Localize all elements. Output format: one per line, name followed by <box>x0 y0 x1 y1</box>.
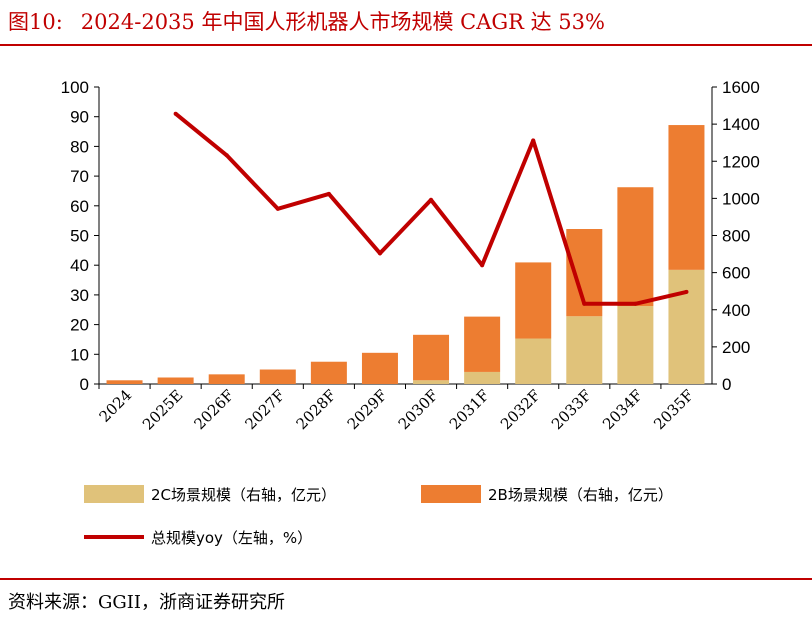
x-tick-label: 2032F <box>497 386 544 433</box>
left-tick-label: 60 <box>70 197 89 216</box>
yoy-point <box>173 111 178 116</box>
title-rule <box>0 44 812 46</box>
x-tick-label: 2028F <box>293 386 340 433</box>
x-tick-label: 2027F <box>242 386 289 433</box>
left-tick-label: 100 <box>61 78 89 97</box>
right-tick-label: 1000 <box>722 189 760 208</box>
x-tick-label: 2031F <box>446 386 493 433</box>
yoy-point <box>326 191 331 196</box>
left-tick-label: 10 <box>70 345 89 364</box>
bar-2b <box>413 334 450 381</box>
left-tick-label: 0 <box>80 375 89 394</box>
figure-number: 图10: <box>8 10 63 34</box>
legend-label-2b: 2B场景规模（右轴，亿元） <box>488 486 673 504</box>
bar-2c <box>566 316 603 384</box>
bar-2c <box>515 338 552 384</box>
yoy-point <box>582 301 587 306</box>
x-tick-label: 2025E <box>139 386 186 433</box>
yoy-point <box>480 263 485 268</box>
chart-title: 2024-2035 年中国人形机器人市场规模 CAGR 达 53% <box>80 10 605 34</box>
right-tick-label: 200 <box>722 338 750 357</box>
legend-swatch-2c <box>84 485 144 503</box>
bar-2b <box>668 125 705 270</box>
x-tick-label: 2030F <box>395 386 442 433</box>
x-tick-label: 2033F <box>548 386 595 433</box>
bar-2c <box>668 269 705 384</box>
x-tick-label: 2026F <box>190 386 237 433</box>
bar-2b <box>157 377 194 384</box>
yoy-point <box>633 301 638 306</box>
source-note: 资料来源：GGII，浙商证券研究所 <box>8 592 285 613</box>
chart-title-row: 图10: 2024-2035 年中国人形机器人市场规模 CAGR 达 53% <box>8 6 808 36</box>
bar-2b <box>106 380 143 384</box>
x-tick-label: 2024 <box>96 386 136 426</box>
bar-2b <box>361 352 398 384</box>
right-tick-label: 800 <box>722 227 750 246</box>
bar-2b <box>515 262 552 339</box>
line-group <box>173 111 689 306</box>
right-tick-label: 400 <box>722 301 750 320</box>
bar-2b <box>208 374 245 384</box>
yoy-point <box>429 197 434 202</box>
bar-2c <box>413 380 450 384</box>
chart-canvas: 0102030405060708090100020040060080010001… <box>61 78 760 547</box>
bar-2b <box>464 316 501 372</box>
legend-swatch-2b <box>421 485 481 503</box>
legend-label-2c: 2C场景规模（右轴，亿元） <box>151 486 336 504</box>
bar-2b <box>617 187 654 307</box>
bar-2b <box>259 369 296 384</box>
left-tick-label: 80 <box>70 137 89 156</box>
right-tick-label: 0 <box>722 375 731 394</box>
yoy-line <box>174 112 687 306</box>
left-tick-label: 50 <box>70 227 89 246</box>
bar-2c <box>617 306 654 384</box>
legend-label-yoy: 总规模yoy（左轴，%） <box>151 529 312 547</box>
bars-group <box>106 125 705 384</box>
bar-2c <box>464 371 501 384</box>
yoy-point <box>275 206 280 211</box>
left-tick-label: 30 <box>70 286 89 305</box>
source-rule <box>0 578 812 580</box>
x-tick-label: 2035F <box>650 386 697 433</box>
yoy-point <box>377 251 382 256</box>
right-tick-label: 1200 <box>722 152 760 171</box>
left-tick-label: 20 <box>70 316 89 335</box>
left-tick-label: 70 <box>70 167 89 186</box>
right-tick-label: 600 <box>722 264 750 283</box>
yoy-point <box>224 153 229 158</box>
yoy-point <box>531 138 536 143</box>
x-tick-label: 2029F <box>344 386 391 433</box>
left-tick-label: 90 <box>70 108 89 127</box>
x-tick-label: 2034F <box>599 386 646 433</box>
bar-2b <box>310 361 347 384</box>
right-tick-label: 1400 <box>722 115 760 134</box>
legend: 2C场景规模（右轴，亿元） 2B场景规模（右轴，亿元） 总规模yoy（左轴，%） <box>84 485 673 547</box>
yoy-point <box>684 289 689 294</box>
left-tick-label: 40 <box>70 256 89 275</box>
right-tick-label: 1600 <box>722 78 760 97</box>
